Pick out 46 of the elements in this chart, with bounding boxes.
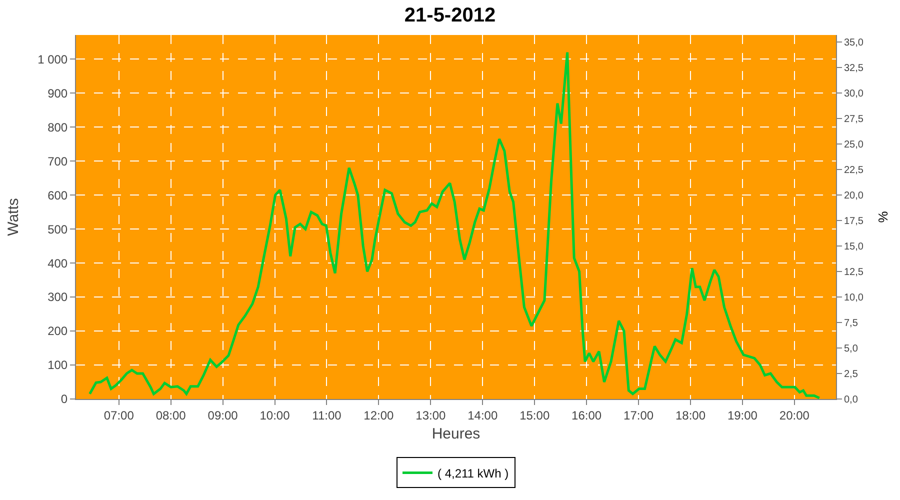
x-tick-label: 16:00	[572, 408, 602, 422]
y-tick-label: 600	[48, 188, 68, 202]
legend-label: ( 4,211 kWh )	[438, 466, 509, 480]
y2-tick-label: 15,0	[844, 242, 864, 253]
y2-axis-title: %	[876, 210, 890, 223]
y-tick-label: 100	[48, 358, 68, 372]
y2-tick-label: 0,0	[844, 394, 858, 406]
y2-tick-label: 12,5	[844, 267, 864, 278]
x-tick-label: 13:00	[416, 408, 446, 422]
y-tick-label: 700	[48, 154, 68, 168]
x-tick-label: 07:00	[104, 408, 134, 422]
x-tick-label: 19:00	[727, 408, 758, 422]
x-axis-title: Heures	[432, 425, 480, 442]
y2-tick-label: 27,5	[844, 114, 864, 126]
y-tick-label: 1 000	[38, 52, 68, 66]
x-tick-label: 14:00	[468, 408, 498, 422]
y2-tick-label: 10,0	[844, 292, 864, 304]
y-tick-label: 800	[48, 120, 68, 134]
y2-tick-label: 30,0	[844, 88, 864, 100]
y2-tick-label: 35,0	[844, 38, 864, 49]
y-tick-label: 900	[48, 86, 68, 100]
y-tick-label: 300	[48, 290, 68, 304]
y2-tick-label: 22,5	[844, 165, 864, 176]
y-tick-label: 0	[60, 392, 68, 406]
x-tick-label: 17:00	[624, 408, 654, 422]
x-tick-label: 20:00	[779, 408, 810, 422]
y2-tick-label: 7,5	[844, 318, 858, 330]
y2-tick-label: 2,5	[844, 369, 858, 380]
y2-tick-label: 20,0	[844, 190, 864, 202]
y-tick-label: 200	[48, 324, 68, 338]
y2-tick-label: 17,5	[844, 216, 864, 228]
line-series	[88, 51, 821, 399]
y-tick-label: 500	[48, 222, 68, 236]
x-tick-label: 15:00	[520, 408, 550, 422]
y2-tick-label: 32,5	[844, 63, 864, 74]
x-tick-label: 12:00	[364, 408, 394, 422]
x-tick-label: 10:00	[260, 408, 290, 422]
x-tick-label: 18:00	[675, 408, 706, 422]
x-tick-label: 08:00	[156, 408, 186, 422]
y2-tick-label: 25,0	[844, 140, 864, 151]
chart-title: 21-5-2012	[404, 4, 496, 26]
y-axis-title: Watts	[4, 198, 22, 236]
x-tick-label: 11:00	[312, 408, 342, 422]
y2-tick-label: 5,0	[844, 344, 858, 355]
x-tick-label: 09:00	[208, 408, 238, 422]
y-tick-label: 400	[48, 256, 68, 270]
